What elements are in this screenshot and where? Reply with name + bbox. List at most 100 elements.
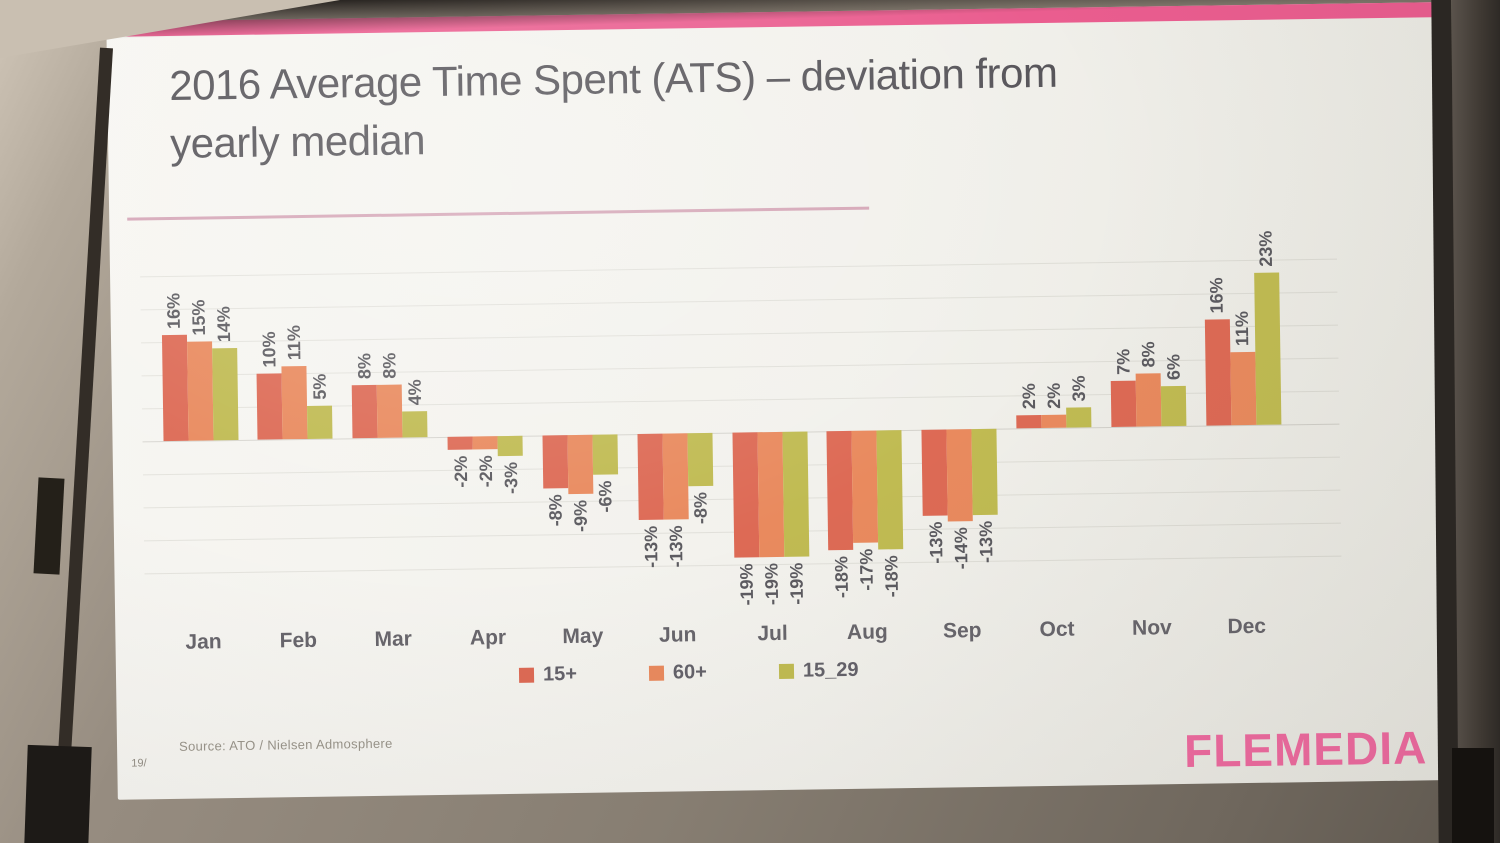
bar-value-label: -3% (500, 461, 521, 494)
month-label-Oct: Oct (1039, 617, 1075, 642)
bar-value-label: 7% (1112, 348, 1134, 375)
bar-value-label: 11% (283, 325, 305, 361)
bar-value-label: 11% (1232, 311, 1253, 347)
slide-title: 2016 Average Time Spent (ATS) – deviatio… (169, 40, 1321, 173)
bar-60+-Dec (1230, 352, 1257, 426)
bar-value-label: 23% (1255, 230, 1277, 268)
legend-swatch-icon (648, 665, 665, 681)
page-number: 19/ (131, 757, 147, 770)
wall-right (1452, 0, 1500, 843)
bar-value-label: 14% (213, 305, 235, 342)
bar-15+-Sep (921, 429, 949, 516)
bar-value-label: -17% (856, 548, 877, 592)
bar-15_29-Jan (211, 347, 239, 441)
chart-plot: 16% 15% 14% Jan 10% 11% 5% Feb 8% 8% 4% Mar -2% -2% -3… (139, 209, 1350, 667)
screen-clamp-left (33, 477, 65, 575)
bar-15_29-May (592, 434, 618, 475)
bar-15+-Feb (256, 373, 283, 440)
bar-15+-Aug (826, 430, 854, 551)
bar-value-label: -18% (831, 555, 852, 599)
slide-top-accent-bar (106, 2, 1433, 37)
screen-leg-left (24, 744, 92, 843)
screen-frame-left (50, 47, 113, 843)
bar-60+-Jul (757, 431, 784, 558)
screen-leg-right (1452, 748, 1494, 843)
bar-15_29-Oct (1066, 407, 1092, 428)
bar-value-label: 16% (163, 293, 184, 330)
bar-value-label: -13% (975, 520, 997, 563)
slide-title-line1: 2016 Average Time Spent (ATS) – deviatio… (168, 48, 1058, 109)
bar-value-label: -19% (761, 563, 783, 606)
bar-15_29-Jun (687, 432, 714, 487)
month-label-Apr: Apr (469, 626, 507, 650)
legend-item-60+: 60+ (648, 661, 708, 685)
bar-15_29-Dec (1253, 272, 1282, 425)
bar-15+-Mar (351, 385, 378, 439)
bar-15_29-Feb (307, 405, 333, 439)
month-label-Mar: Mar (374, 627, 413, 651)
bar-value-label: 6% (1162, 354, 1184, 381)
bar-60+-Sep (946, 429, 974, 522)
bar-value-label: -8% (690, 491, 712, 525)
source-note: Source: ATO / Nielsen Admosphere (178, 735, 393, 754)
bar-60+-Apr (472, 436, 498, 450)
bar-15+-Jan (161, 335, 189, 442)
bar-15_29-Sep (971, 428, 999, 515)
bar-15+-Jun (637, 433, 664, 520)
bar-value-label: 3% (1068, 375, 1089, 402)
bar-60+-Jun (662, 433, 689, 520)
legend-swatch-icon (778, 663, 794, 679)
bar-value-label: -6% (595, 479, 617, 513)
bar-value-label: -14% (950, 527, 972, 570)
bar-value-label: 4% (404, 378, 425, 406)
bar-60+-Feb (281, 366, 308, 440)
bar-15_29-Jul (782, 431, 809, 558)
bar-value-label: -9% (570, 500, 592, 533)
month-label-Nov: Nov (1131, 616, 1172, 640)
gridline (140, 291, 1338, 311)
bar-value-label: 16% (1206, 277, 1228, 314)
month-label-Sep: Sep (942, 618, 982, 643)
bar-60+-Jan (186, 341, 214, 441)
bar-value-label: -2% (450, 455, 471, 489)
month-label-Aug: Aug (846, 620, 888, 644)
bar-60+-Mar (376, 384, 403, 438)
bar-value-label: -13% (925, 521, 947, 564)
month-label-Jan: Jan (185, 630, 222, 654)
legend-swatch-icon (518, 667, 535, 683)
bar-value-label: 2% (1018, 382, 1039, 410)
bar-15+-May (542, 435, 569, 489)
bar-value-label: 8% (1137, 341, 1159, 368)
month-label-Feb: Feb (279, 628, 318, 653)
month-label-Jun: Jun (658, 623, 697, 647)
bar-15+-Jul (732, 432, 759, 559)
bar-15+-Apr (447, 436, 473, 451)
month-label-May: May (562, 624, 604, 649)
chart-legend: 15+ 60+ 15_29 (518, 659, 859, 687)
bar-value-label: 8% (353, 353, 375, 380)
bar-15_29-Nov (1160, 386, 1187, 427)
bar-value-label: -2% (475, 455, 496, 488)
bar-value-label: 15% (188, 299, 209, 336)
bar-60+-Aug (851, 430, 879, 544)
bar-15_29-Aug (876, 430, 904, 550)
bar-value-label: 5% (309, 373, 330, 400)
legend-label: 15+ (542, 662, 578, 686)
month-label-Jul: Jul (757, 621, 788, 646)
legend-label: 60+ (672, 661, 708, 684)
bar-value-label: 8% (378, 352, 400, 380)
bar-value-label: 2% (1043, 382, 1064, 409)
bar-60+-May (567, 434, 594, 495)
bar-15+-Nov (1110, 380, 1137, 427)
slide-title-line2: yearly median (169, 116, 426, 167)
month-label-Dec: Dec (1227, 614, 1267, 639)
bar-15_29-Mar (402, 410, 428, 438)
bar-value-label: -13% (641, 525, 662, 568)
legend-item-15+: 15+ (518, 662, 578, 687)
bar-value-label: -19% (786, 562, 808, 606)
bar-60+-Nov (1135, 373, 1162, 427)
presentation-slide: 2016 Average Time Spent (ATS) – deviatio… (106, 2, 1444, 800)
bar-value-label: -13% (666, 525, 687, 568)
bar-value-label: -18% (881, 554, 902, 598)
